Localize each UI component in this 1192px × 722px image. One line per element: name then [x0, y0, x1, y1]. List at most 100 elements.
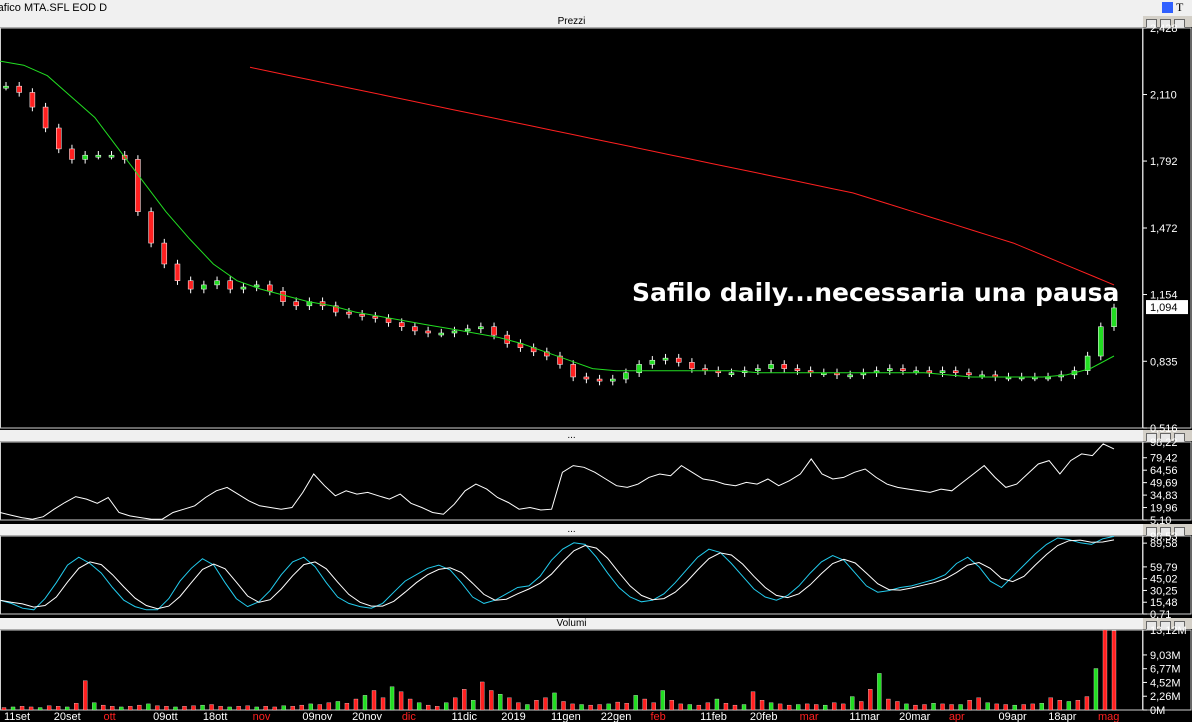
candle-body: [583, 376, 590, 380]
osc1-axis-label: 64,56: [1150, 465, 1178, 477]
volume-bar: [579, 704, 584, 711]
candle-body: [412, 326, 418, 332]
candle-body: [201, 284, 207, 290]
candle-body: [293, 301, 299, 307]
osc2-axis-label: 59,79: [1150, 562, 1178, 574]
volume-bar: [209, 704, 214, 711]
volume-bar: [37, 707, 43, 711]
osc2-axis-label: 45,02: [1150, 574, 1178, 586]
osc2-pane-border: [0, 535, 1143, 615]
price-axis-label: 2,110: [1150, 90, 1177, 102]
volume-bar: [949, 704, 954, 711]
volume-bar: [678, 703, 683, 711]
last-price-box: [1146, 300, 1188, 315]
volume-bar: [308, 703, 313, 711]
candle-body: [372, 316, 379, 319]
vol-axis-column: [1142, 629, 1192, 711]
volume-bar: [705, 702, 711, 711]
volume-bar: [435, 706, 440, 711]
volume-bar: [516, 702, 521, 711]
osc1-panel-title: ...: [567, 430, 576, 441]
candle-body: [148, 211, 154, 244]
volume-bar: [371, 690, 377, 711]
volume-bar: [46, 705, 52, 711]
price-axis-label: 2,428: [1150, 23, 1178, 35]
candle-body: [557, 355, 563, 365]
volume-bar: [859, 701, 864, 711]
volume-bar: [895, 701, 900, 711]
volume-bar: [218, 706, 223, 711]
x-axis-label: 18apr: [1048, 711, 1076, 722]
volume-bar: [877, 673, 882, 711]
candle-body: [926, 370, 933, 374]
candle-body: [1045, 376, 1051, 380]
osc2-slow-line: [0, 539, 1115, 610]
candle-body: [847, 374, 853, 378]
osc1-axis-label: 79,42: [1150, 453, 1178, 465]
volume-bar: [101, 704, 106, 711]
x-axis-label: apr: [949, 711, 965, 722]
volume-bar: [407, 698, 413, 711]
volume-bar: [498, 693, 503, 711]
window-icon-blue[interactable]: [1162, 2, 1173, 13]
volume-bar: [597, 704, 602, 711]
volume-bar: [913, 704, 918, 711]
volume-bar: [353, 698, 359, 711]
candle-body: [385, 318, 392, 323]
candle-body: [544, 351, 550, 357]
volume-bar: [561, 701, 566, 711]
volume-bar: [588, 704, 593, 711]
osc2-axis-label: 89,58: [1150, 538, 1178, 550]
volume-bar: [128, 706, 133, 711]
volume-bar: [1012, 704, 1017, 711]
price-axis-label: 1,472: [1150, 223, 1178, 235]
volume-bar: [344, 703, 350, 711]
volume-bar: [290, 706, 295, 711]
volume-bar: [28, 706, 34, 711]
candle-body: [161, 242, 168, 265]
x-axis-label: mar: [800, 711, 819, 722]
volume-bar: [65, 706, 70, 711]
volume-bar: [931, 703, 936, 711]
volume-bar: [281, 705, 286, 711]
volume-bar: [795, 704, 801, 711]
volume-bar: [164, 706, 169, 711]
volume-bar: [326, 702, 332, 711]
osc2-axis-column: [1142, 535, 1192, 615]
candle-body: [675, 357, 682, 363]
candle-body: [95, 154, 102, 158]
x-axis-label: ott: [103, 711, 115, 722]
candle-body: [689, 362, 695, 369]
text-tool-icon[interactable]: T: [1176, 0, 1184, 14]
x-axis-label: 20set: [54, 711, 81, 722]
price-axis-column: [1142, 27, 1192, 429]
x-axis-label: 09apr: [999, 711, 1027, 722]
x-axis-label: mag: [1098, 711, 1119, 722]
volume-bar: [191, 705, 196, 711]
volume-bar: [1057, 700, 1063, 711]
x-axis-label: dic: [402, 711, 417, 722]
window-titlebar: rafico MTA.SFL EOD D T: [0, 0, 1192, 16]
volume-bar: [263, 706, 268, 711]
volume-bar: [119, 706, 124, 711]
volume-bar: [1030, 703, 1035, 711]
x-axis-label: 11feb: [700, 711, 727, 722]
x-axis-label: 20nov: [352, 711, 382, 722]
volume-bar: [10, 706, 16, 711]
candle-body: [253, 284, 260, 288]
volume-bar: [236, 706, 241, 711]
volume-bar: [633, 695, 638, 711]
candle-body: [570, 364, 576, 378]
volume-bar: [317, 704, 323, 711]
candle-body: [280, 290, 286, 302]
candle-body: [781, 364, 787, 369]
volume-bar: [19, 706, 25, 711]
x-axis-label: 09nov: [302, 711, 332, 722]
volume-bar: [425, 704, 431, 711]
candle-body: [794, 368, 801, 371]
price-axis-label: 1,154: [1150, 290, 1178, 302]
volume-axis-label: 4,52M: [1150, 677, 1181, 689]
candle-body: [42, 106, 49, 129]
volume-bar: [759, 700, 765, 711]
